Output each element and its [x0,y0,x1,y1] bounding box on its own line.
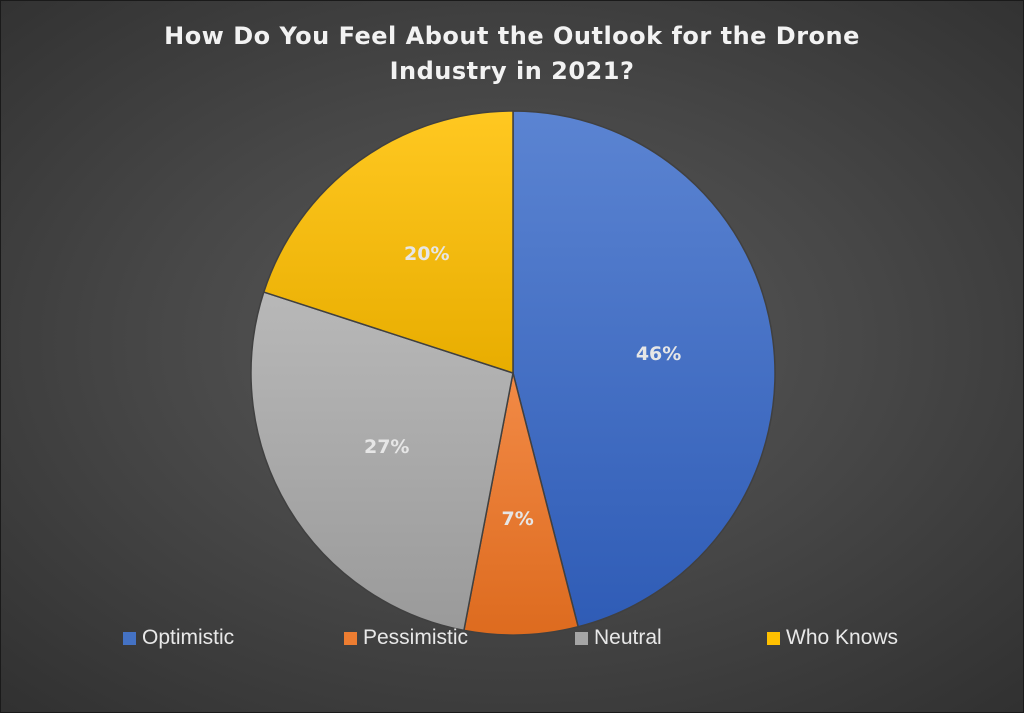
pie-slice-optimistic [512,110,776,628]
legend-swatch-who-knows [767,631,780,645]
pie-slice-who-knows [262,110,514,375]
legend-swatch-pessimistic [344,631,357,645]
data-label-who-knows: 20% [404,243,449,265]
legend-item-who-knows: Who Knows [767,623,898,653]
legend-item-pessimistic: Pessimistic [344,623,468,653]
legend-label: Neutral [594,626,662,649]
legend-swatch-optimistic [123,631,136,645]
chart-title: How Do You Feel About the Outlook for th… [164,22,860,85]
legend-label: Optimistic [142,626,235,649]
pie-slice-neutral [250,291,514,632]
legend: Optimistic Pessimistic Neutral Who Knows [1,623,1023,653]
legend-label: Who Knows [786,626,899,649]
legend-item-optimistic: Optimistic [123,623,234,653]
pie-slice-pessimistic [463,372,580,636]
data-label-neutral: 27% [364,436,409,458]
legend-label: Pessimistic [363,626,469,649]
legend-swatch-neutral [575,631,588,645]
data-label-optimistic: 46% [636,343,681,365]
legend-item-neutral: Neutral [575,623,662,653]
data-label-pessimistic: 7% [501,508,533,530]
